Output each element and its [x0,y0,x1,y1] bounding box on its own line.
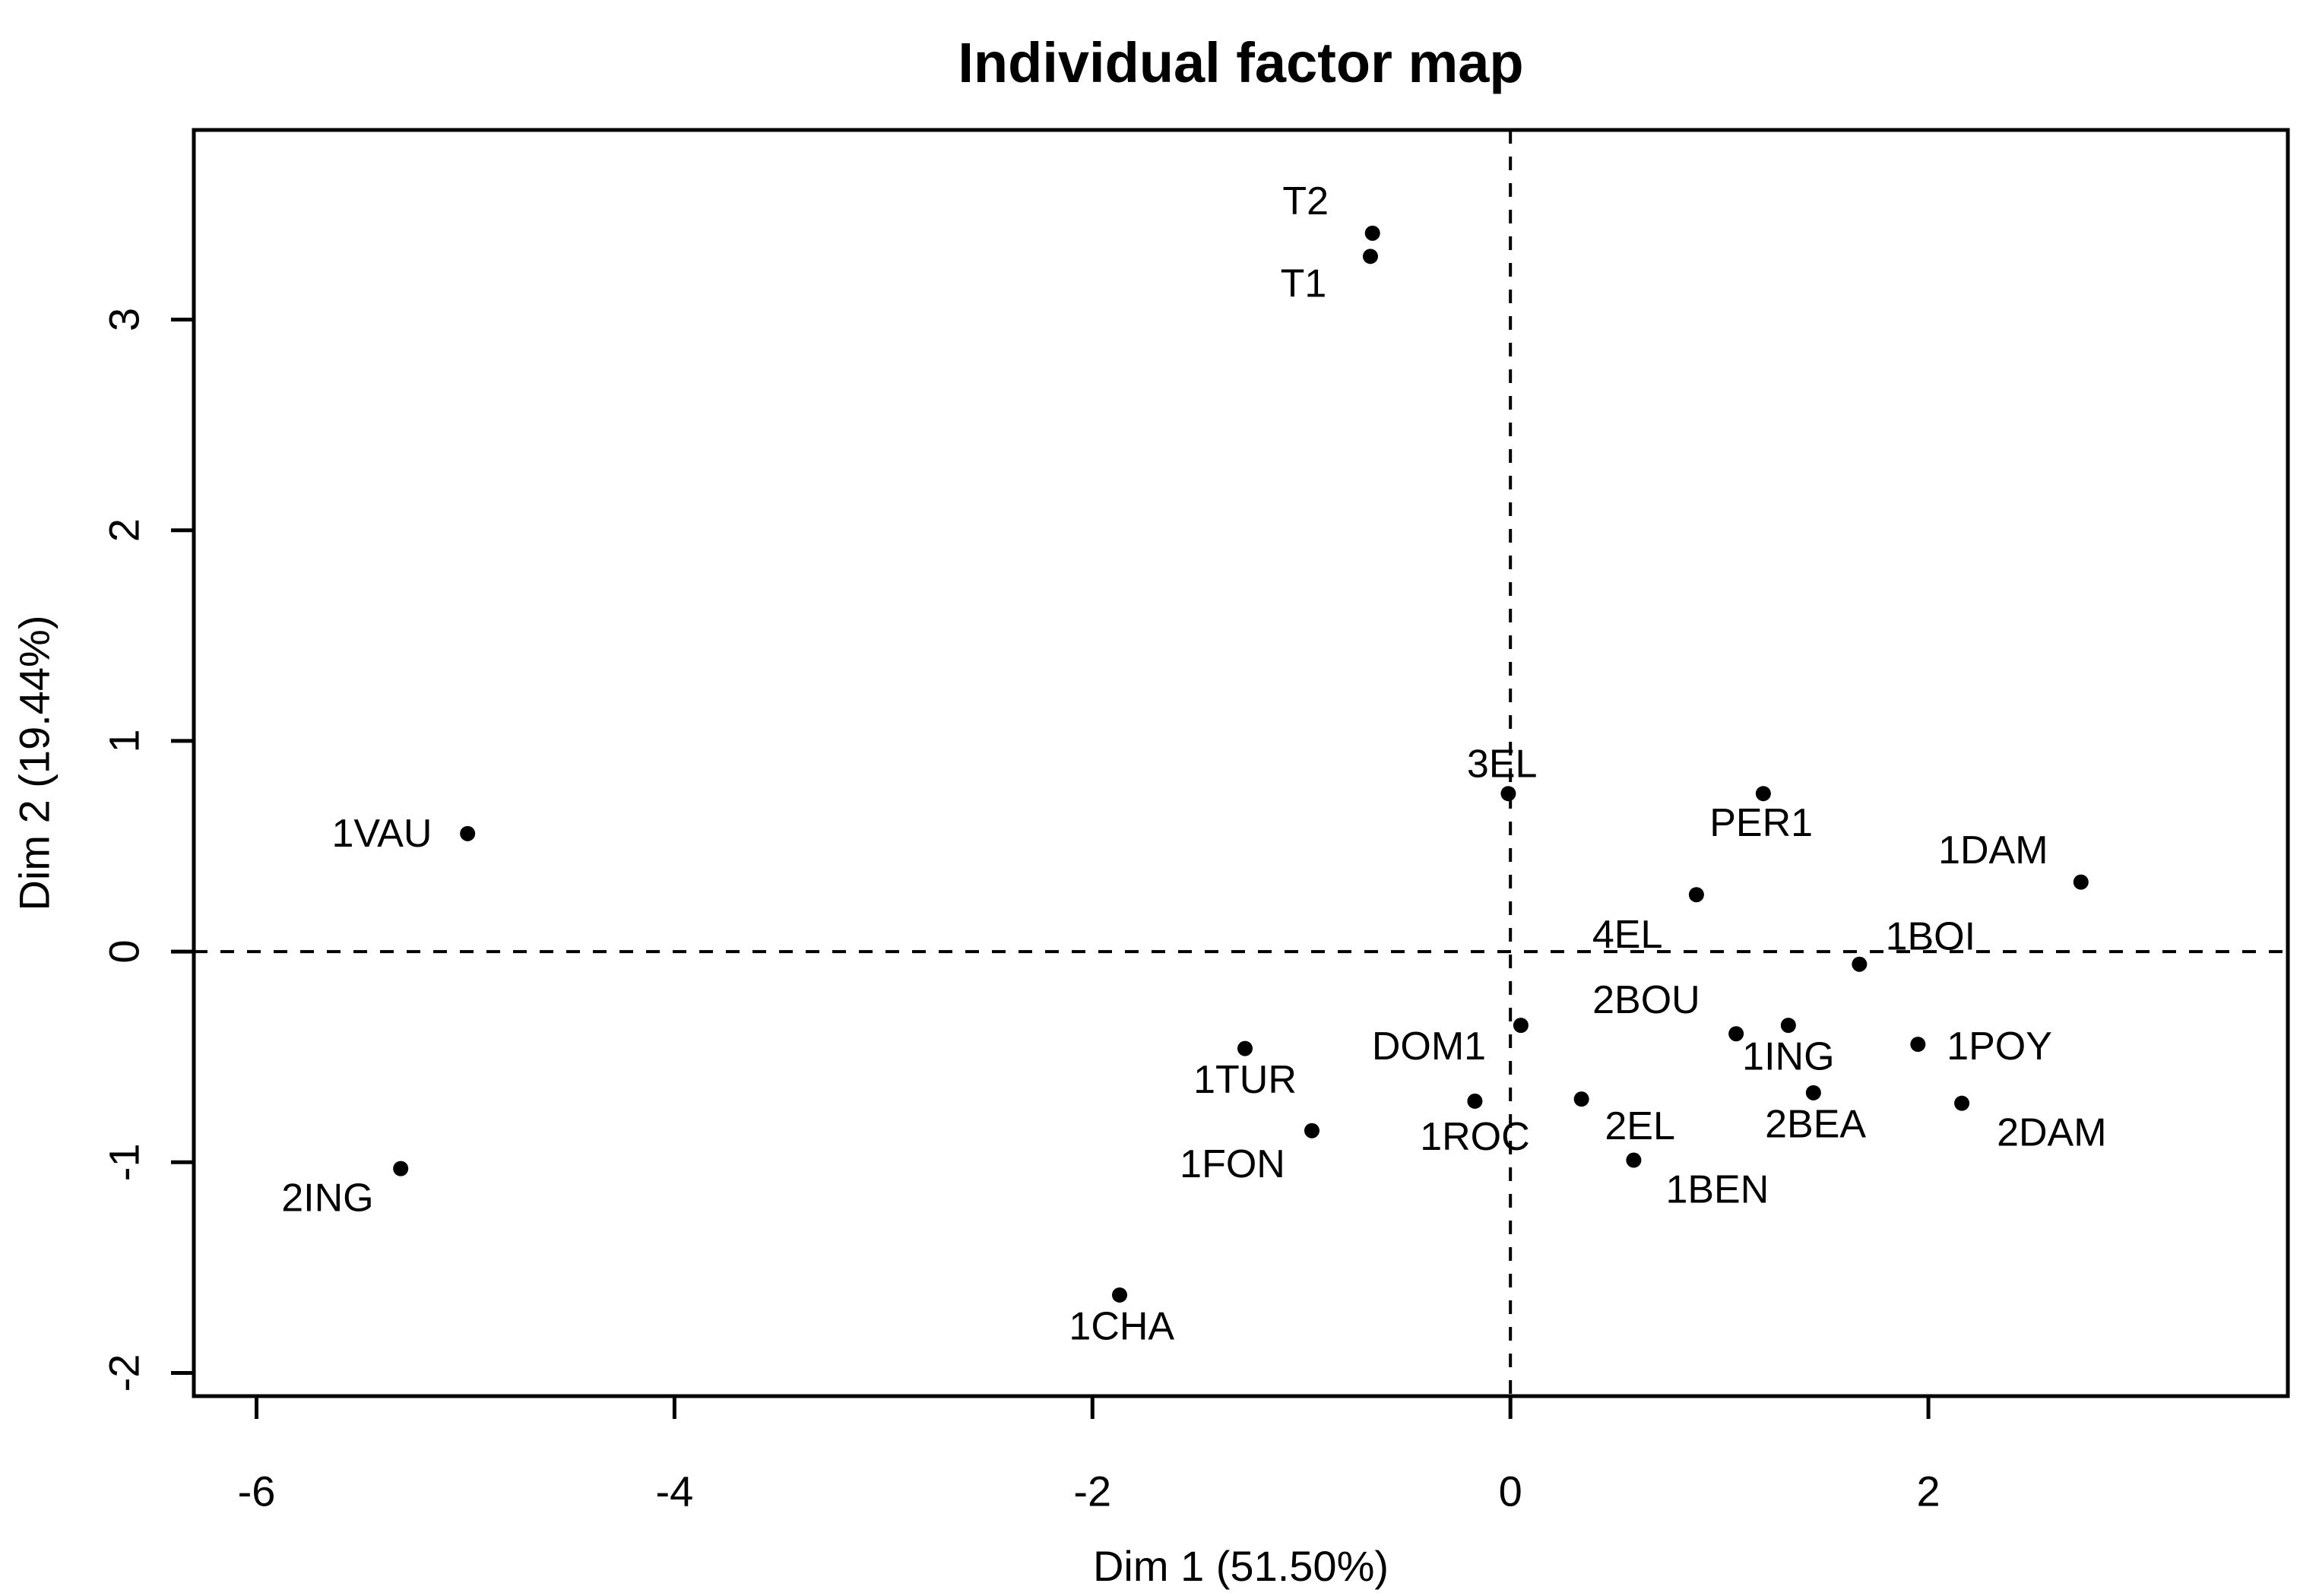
point-label-2ING: 2ING [281,1176,373,1220]
data-point-1VAU [460,825,476,841]
point-label-PER1: PER1 [1709,801,1813,845]
data-point-PER1 [1755,786,1771,802]
point-label-T1: T1 [1281,261,1327,306]
point-label-2DAM: 2DAM [1997,1110,2106,1154]
data-point-1DAM [2073,874,2089,890]
point-label-1BEN: 1BEN [1665,1167,1769,1211]
point-label-1BOI: 1BOI [1886,915,1976,959]
data-point-3EL [1500,786,1516,802]
point-label-2BEA: 2BEA [1765,1102,1866,1146]
point-label-1CHA: 1CHA [1069,1305,1174,1349]
point-label-1FON: 1FON [1180,1142,1285,1186]
point-label-1VAU: 1VAU [331,812,432,856]
x-axis-tick-label: -2 [1073,1468,1111,1515]
x-axis-label: Dim 1 (51.50%) [1092,1542,1389,1590]
y-axis-tick-label: 0 [100,940,148,964]
x-axis-tick-label: 2 [1917,1468,1940,1515]
data-point-2ING [393,1161,409,1176]
point-label-1TUR: 1TUR [1193,1058,1297,1102]
data-point-1ING [1780,1018,1796,1034]
y-axis-tick-label: 1 [100,729,148,752]
data-point-1BEN [1626,1152,1642,1168]
point-label-1ROC: 1ROC [1420,1115,1529,1159]
data-point-2BEA [1805,1085,1821,1100]
point-label-1POY: 1POY [1947,1024,2052,1069]
data-point-1CHA [1112,1287,1128,1303]
data-point-DOM1 [1513,1018,1529,1034]
y-axis-tick-label: 2 [100,518,148,542]
data-point-T1 [1362,249,1378,264]
point-label-T2: T2 [1282,179,1329,223]
point-label-DOM1: DOM1 [1372,1024,1486,1069]
y-axis-label: Dim 2 (19.44%) [10,615,59,911]
x-axis-tick-label: -4 [655,1468,693,1515]
y-axis-tick-label: 3 [100,308,148,331]
data-point-1BOI [1852,956,1868,972]
data-point-2EL [1573,1091,1589,1107]
point-label-1ING: 1ING [1742,1035,1834,1079]
data-point-1ROC [1467,1093,1483,1109]
x-axis-tick-label: -6 [238,1468,276,1515]
point-label-4EL: 4EL [1592,913,1663,957]
y-axis-tick-label: -2 [100,1354,148,1392]
plot-border [192,128,2290,1398]
y-axis-tick-label: -1 [100,1143,148,1181]
data-point-2BOU [1728,1026,1744,1042]
x-axis-tick-label: 0 [1499,1468,1522,1515]
data-point-1POY [1910,1037,1926,1053]
data-point-1FON [1304,1123,1319,1138]
point-label-2BOU: 2BOU [1592,978,1700,1022]
point-label-2EL: 2EL [1605,1104,1675,1148]
point-label-3EL: 3EL [1467,742,1538,786]
data-point-1TUR [1237,1040,1253,1056]
data-point-2DAM [1954,1095,1970,1111]
data-point-4EL [1688,887,1704,903]
data-point-T2 [1364,225,1380,241]
chart-title: Individual factor map [958,31,1524,94]
point-label-1DAM: 1DAM [1938,828,2048,872]
